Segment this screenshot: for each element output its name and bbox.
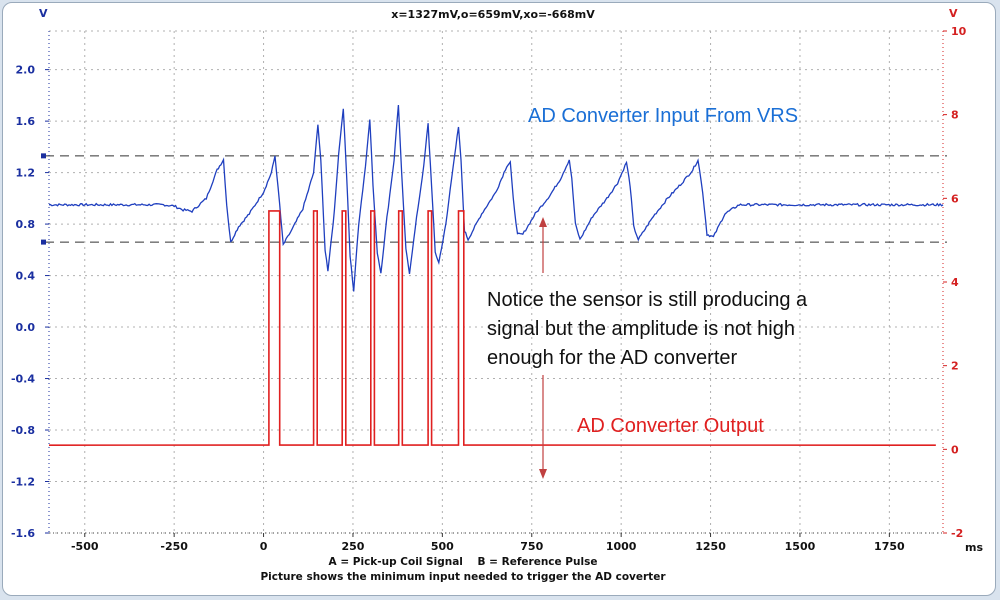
left-tick-label: -0.8 [11, 424, 35, 437]
series-b-line [48, 210, 936, 446]
x-tick-label: 0 [260, 540, 268, 553]
left-tick-label: 2.0 [16, 64, 36, 77]
left-unit-label: V [39, 7, 48, 20]
reference-pulse [269, 211, 280, 445]
footer-legend: A = Pick-up Coil Signal B = Reference Pu… [329, 556, 598, 568]
left-tick-label: -1.6 [11, 527, 35, 540]
arrow-down-head [539, 469, 547, 479]
threshold-lines [41, 153, 947, 245]
right-tick-label: 8 [951, 109, 959, 122]
x-tick-label: 750 [520, 540, 543, 553]
annotation-arrows [539, 217, 547, 479]
x-tick-label: -250 [160, 540, 188, 553]
right-tick-label: 6 [951, 192, 959, 205]
x-tick-label: 1750 [874, 540, 905, 553]
x-tick-label: 1250 [695, 540, 726, 553]
right-tick-label: -2 [951, 527, 963, 540]
series-a-line [48, 104, 944, 292]
x-tick-label: 250 [341, 540, 364, 553]
arrow-up-head [539, 217, 547, 227]
notice-line-2: signal but the amplitude is not high [487, 318, 795, 340]
x-tick-label: 1500 [785, 540, 816, 553]
left-axis: 2.0 1.6 1.2 0.8 0.4 0.0 -0.4 -0.8 -1.2 -1.6 [11, 31, 50, 540]
oscilloscope-chart: 2.0 1.6 1.2 0.8 0.4 0.0 -0.4 -0.8 -1.2 -1.6 10 8 6 4… [11, 7, 984, 583]
threshold-marker [41, 153, 46, 159]
x-axis: -500 -250 0 250 500 750 1000 1250 1500 1750 [49, 532, 943, 553]
x-tick-label: -500 [71, 540, 99, 553]
threshold-marker [41, 239, 46, 245]
x-tick-label: 500 [431, 540, 454, 553]
footer-caption: Picture shows the minimum input needed t… [260, 571, 666, 583]
x-unit-label: ms [965, 541, 983, 554]
left-tick-label: 1.2 [16, 167, 36, 180]
cursor-readout: x=1327mV,o=659mV,xo=-668mV [391, 8, 595, 21]
input-title: AD Converter Input From VRS [528, 105, 798, 127]
left-tick-label: 1.6 [16, 115, 36, 128]
notice-line-1: Notice the sensor is still producing a [487, 289, 808, 311]
left-tick-label: -0.4 [11, 373, 35, 386]
left-tick-label: 0.4 [16, 270, 36, 283]
right-tick-label: 2 [951, 360, 959, 373]
series-layer [48, 104, 944, 446]
left-tick-label: -1.2 [11, 476, 35, 489]
x-tick-label: 1000 [606, 540, 637, 553]
right-axis: 10 8 6 4 2 0 -2 [942, 25, 967, 540]
right-tick-label: 0 [951, 443, 959, 456]
output-title: AD Converter Output [577, 415, 764, 437]
right-tick-label: 4 [951, 276, 959, 289]
left-tick-label: 0.8 [16, 218, 36, 231]
notice-line-3: enough for the AD converter [487, 347, 737, 369]
right-unit-label: V [949, 7, 958, 20]
right-tick-label: 10 [951, 25, 967, 38]
left-tick-label: 0.0 [16, 321, 36, 334]
grid [49, 30, 943, 534]
